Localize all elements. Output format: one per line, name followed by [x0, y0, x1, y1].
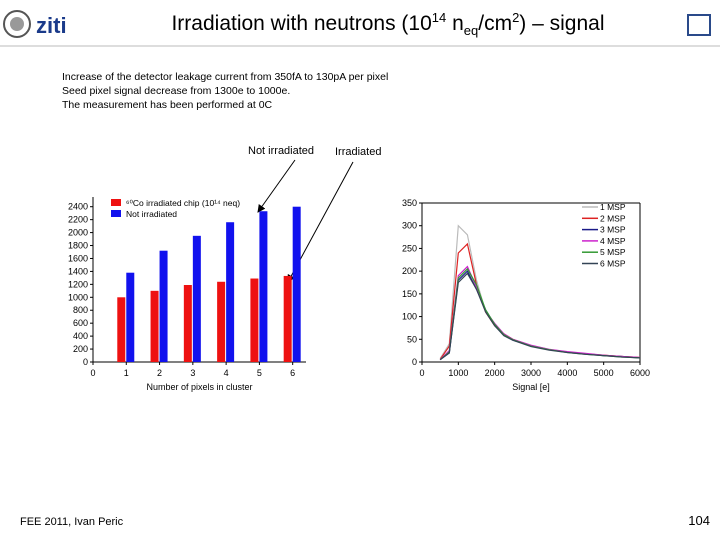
y-tick-label: 200: [73, 344, 88, 354]
series-line: [439, 265, 641, 361]
y-tick-label: 50: [407, 334, 417, 344]
y-tick-label: 200: [402, 266, 417, 276]
y-tick-label: 400: [73, 331, 88, 341]
y-tick-label: 1600: [68, 253, 88, 263]
title-part: /cm: [478, 12, 512, 35]
legend-label: ⁶⁰Co irradiated chip (10¹⁴ neq): [126, 198, 240, 208]
bar: [292, 206, 301, 362]
bar: [259, 211, 268, 362]
y-tick-label: 300: [402, 221, 417, 231]
y-tick-label: 2200: [68, 215, 88, 225]
bullet: Seed pixel signal decrease from 1300e to…: [62, 85, 290, 97]
slide-title: Irradiation with neutrons (1014 neq/cm2)…: [171, 10, 604, 38]
x-tick-label: 6000: [630, 368, 650, 378]
series-line: [439, 267, 641, 361]
legend-label: 6 MSP: [600, 259, 626, 269]
title-part: eq: [464, 23, 478, 38]
bar: [192, 235, 201, 362]
bar: [117, 297, 126, 362]
bullet: The measurement has been performed at 0C: [62, 99, 273, 111]
x-tick-label: 1000: [448, 368, 468, 378]
legend-label: 4 MSP: [600, 236, 626, 246]
x-axis-label: Signal [e]: [512, 382, 550, 392]
bar: [183, 285, 192, 362]
legend-swatch: [111, 210, 121, 217]
y-tick-label: 250: [402, 243, 417, 253]
bar: [150, 290, 159, 362]
footer-text: FEE 2011, Ivan Peric: [20, 516, 124, 528]
annotation: Irradiated: [335, 146, 381, 158]
legend-label: Not irradiated: [126, 209, 177, 219]
series-line: [439, 272, 641, 361]
y-tick-label: 2000: [68, 228, 88, 238]
title-part: n: [446, 12, 464, 35]
x-tick-label: 3000: [521, 368, 541, 378]
y-tick-label: 150: [402, 289, 417, 299]
y-tick-label: 350: [402, 198, 417, 208]
y-tick-label: 1200: [68, 279, 88, 289]
legend-label: 5 MSP: [600, 247, 626, 257]
y-tick-label: 1400: [68, 266, 88, 276]
legend-label: 2 MSP: [600, 213, 626, 223]
y-tick-label: 2400: [68, 202, 88, 212]
x-tick-label: 4000: [557, 368, 577, 378]
x-tick-label: 0: [90, 368, 95, 378]
legend-swatch: [111, 199, 121, 206]
x-tick-label: 2000: [485, 368, 505, 378]
logo-seal-inner: [10, 17, 24, 31]
x-tick-label: 5000: [594, 368, 614, 378]
arrow: [257, 159, 296, 213]
bar: [217, 281, 226, 362]
legend-label: 1 MSP: [600, 202, 626, 212]
y-tick-label: 0: [412, 357, 417, 367]
annotation: Not irradiated: [248, 145, 314, 157]
logo-seal: [3, 10, 31, 38]
x-tick-label: 4: [224, 368, 229, 378]
y-tick-label: 0: [83, 357, 88, 367]
y-tick-label: 600: [73, 318, 88, 328]
x-tick-label: 5: [257, 368, 262, 378]
bar: [126, 272, 135, 362]
logo-text: ziti: [36, 13, 67, 38]
x-tick-label: 3: [190, 368, 195, 378]
title-part: 14: [432, 10, 446, 25]
x-tick-label: 6: [290, 368, 295, 378]
title-part: 2: [512, 10, 519, 25]
bar: [250, 278, 259, 362]
series-line: [439, 270, 641, 361]
bar: [226, 222, 235, 362]
x-tick-label: 0: [419, 368, 424, 378]
title-part: ) – signal: [519, 12, 604, 35]
title-part: Irradiation with neutrons (10: [171, 12, 431, 35]
bullet: Increase of the detector leakage current…: [62, 71, 388, 83]
logo-right: [687, 14, 711, 36]
bar: [283, 275, 292, 362]
x-axis-label: Number of pixels in cluster: [146, 382, 252, 392]
x-tick-label: 1: [124, 368, 129, 378]
page-number: 104: [688, 513, 710, 528]
y-tick-label: 1000: [68, 292, 88, 302]
x-tick-label: 2: [157, 368, 162, 378]
legend-label: 3 MSP: [600, 225, 626, 235]
y-tick-label: 800: [73, 305, 88, 315]
y-tick-label: 1800: [68, 241, 88, 251]
bar: [159, 250, 168, 362]
y-tick-label: 100: [402, 312, 417, 322]
